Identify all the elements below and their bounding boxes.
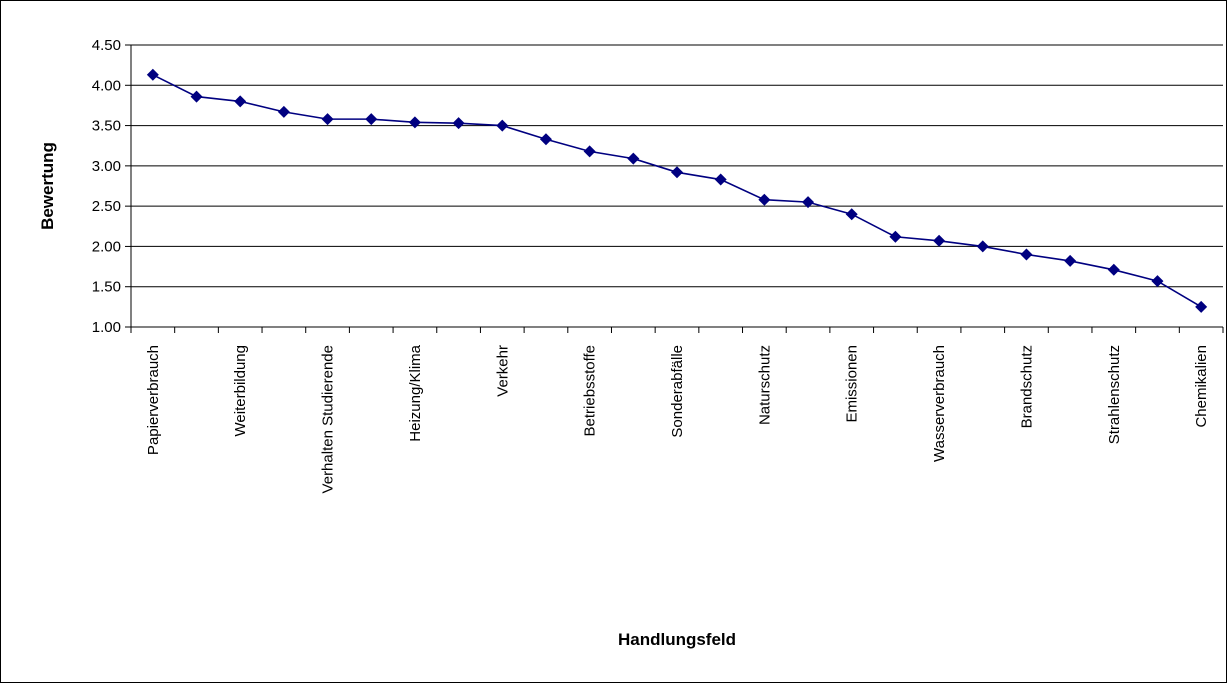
x-tick-label: Chemikalien (1193, 345, 1210, 428)
data-point (1107, 263, 1120, 276)
y-tick-label: 1.00 (92, 319, 121, 336)
y-tick-label: 4.00 (92, 77, 121, 94)
data-point (234, 95, 247, 108)
x-tick-label: Sonderabfälle (669, 345, 686, 438)
x-tick-labels: Papierverbrauch Weiterbildung Verhalten St… (145, 344, 1210, 493)
y-tick-labels: 1.00 1.50 2.00 2.50 3.00 3.50 4.00 4.50 (92, 37, 121, 336)
y-tick-label: 3.50 (92, 118, 121, 135)
data-point (802, 196, 815, 209)
data-point (845, 208, 858, 221)
data-point (321, 113, 334, 126)
x-tick-label: Strahlenschutz (1106, 345, 1123, 444)
data-point (671, 166, 683, 179)
y-tick-label: 2.00 (92, 238, 121, 255)
data-point (976, 240, 989, 253)
series-line (152, 74, 1202, 308)
data-point (583, 145, 596, 158)
data-point (452, 117, 465, 130)
data-point (365, 113, 378, 126)
data-point (1064, 254, 1077, 267)
x-tick-label: Naturschutz (756, 345, 773, 425)
data-point (146, 68, 159, 81)
y-axis-title: Bewertung (38, 142, 57, 230)
x-tick-label: Verhalten Studierende (320, 345, 337, 493)
x-tick-label: Emissionen (844, 345, 861, 423)
data-point (889, 230, 902, 243)
x-tick-label: Papierverbrauch (145, 345, 162, 455)
x-tick-label: Wasserverbrauch (931, 345, 948, 462)
data-point (1020, 248, 1033, 261)
y-tick-label: 1.50 (92, 279, 121, 296)
x-tick-label: Heizung/Klima (407, 344, 424, 441)
data-point (408, 116, 421, 129)
data-series (146, 68, 1208, 313)
x-tick-label: Betriebsstoffe (582, 345, 599, 436)
y-tick-label: 2.50 (92, 198, 121, 215)
x-axis-title: Handlungsfeld (618, 630, 736, 649)
data-point (539, 133, 552, 146)
data-point (190, 90, 203, 103)
data-point (496, 119, 509, 132)
data-point (1151, 275, 1164, 288)
axes (125, 44, 1224, 333)
y-tick-label: 3.00 (92, 158, 121, 175)
data-point (277, 105, 290, 118)
y-tick-label: 4.50 (92, 37, 121, 54)
data-point (758, 193, 771, 206)
x-tick-label: Verkehr (494, 345, 511, 397)
gridlines (131, 44, 1223, 288)
x-tick-label: Weiterbildung (232, 345, 249, 436)
data-point (1195, 300, 1208, 313)
data-point (627, 152, 640, 165)
x-tick-label: Brandschutz (1018, 345, 1035, 428)
data-point (933, 234, 946, 247)
data-point (714, 173, 727, 186)
